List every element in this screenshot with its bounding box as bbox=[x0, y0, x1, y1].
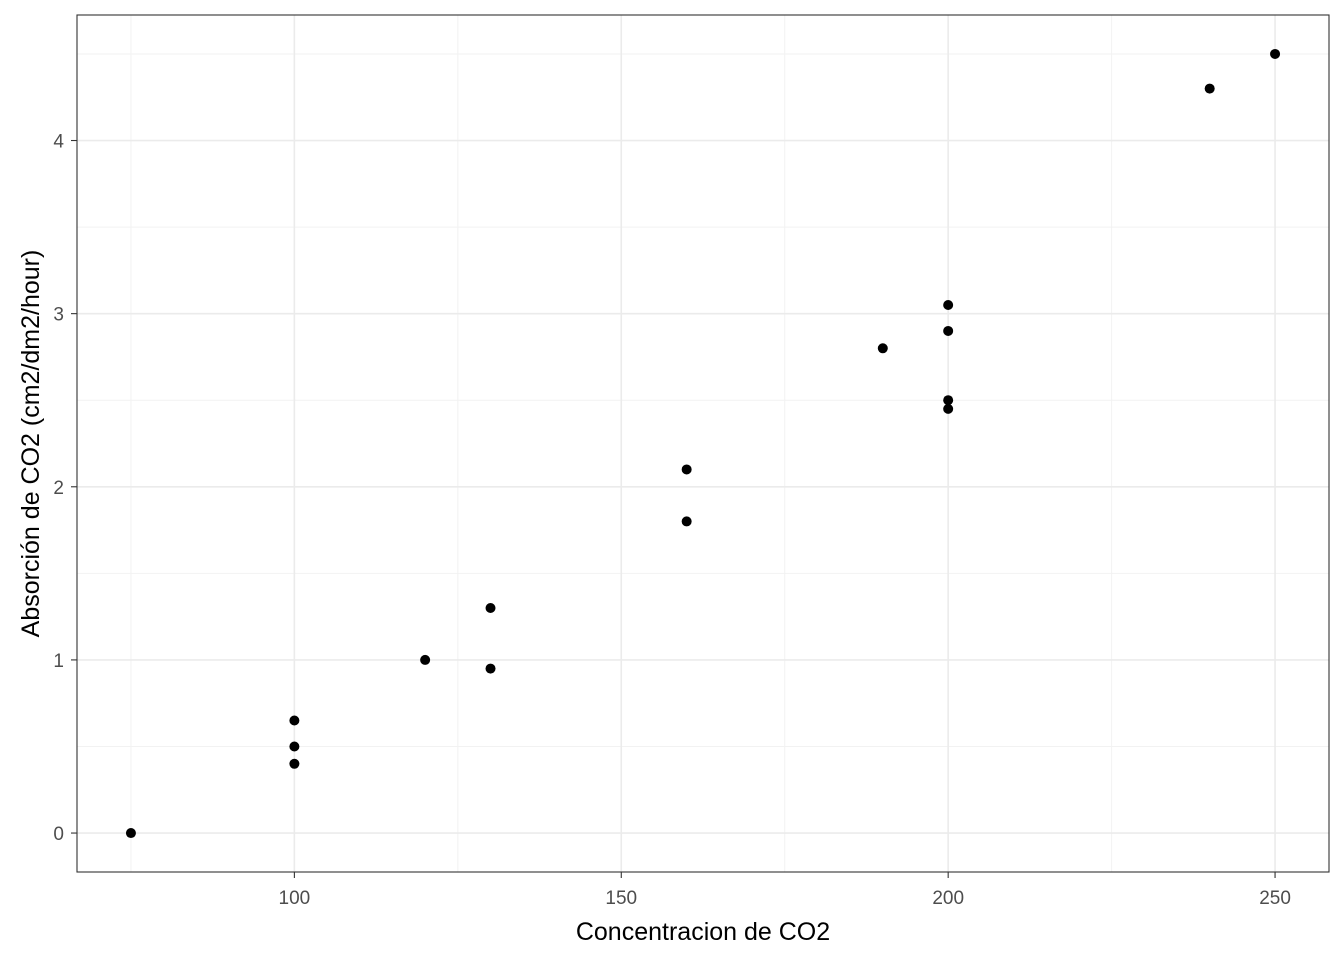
data-point bbox=[485, 602, 496, 613]
x-tick-label: 250 bbox=[1259, 888, 1291, 909]
minor-gridlines bbox=[77, 15, 1329, 872]
data-point bbox=[125, 828, 136, 839]
data-point bbox=[877, 343, 888, 354]
plot-panel-border bbox=[76, 14, 1330, 873]
x-axis-ticks: 100 150 200 250 bbox=[279, 872, 1291, 909]
major-gridlines bbox=[77, 15, 1329, 872]
data-point bbox=[681, 516, 692, 527]
data-point bbox=[1204, 83, 1215, 94]
y-tick-label: 2 bbox=[53, 478, 64, 499]
y-tick-label: 3 bbox=[53, 305, 64, 326]
y-axis-title: Absorción de CO2 (cm2/dm2/hour) bbox=[17, 250, 45, 638]
x-tick-label: 100 bbox=[279, 888, 311, 909]
y-axis-ticks: 0 1 2 3 4 bbox=[53, 132, 77, 845]
data-point bbox=[943, 325, 954, 336]
y-tick-label: 4 bbox=[53, 132, 64, 153]
data-point bbox=[485, 663, 496, 674]
x-axis-title: Concentracion de CO2 bbox=[576, 918, 830, 946]
x-tick-label: 150 bbox=[605, 888, 637, 909]
data-point bbox=[943, 395, 954, 406]
data-point bbox=[289, 715, 300, 726]
data-point bbox=[1270, 48, 1281, 59]
data-point bbox=[289, 758, 300, 769]
x-tick-label: 200 bbox=[932, 888, 964, 909]
data-point bbox=[943, 299, 954, 310]
data-point bbox=[289, 741, 300, 752]
data-point bbox=[681, 464, 692, 475]
data-point bbox=[943, 403, 954, 414]
y-tick-label: 1 bbox=[53, 651, 64, 672]
data-points bbox=[125, 48, 1281, 839]
data-point bbox=[420, 654, 431, 665]
y-tick-label: 0 bbox=[53, 824, 64, 845]
